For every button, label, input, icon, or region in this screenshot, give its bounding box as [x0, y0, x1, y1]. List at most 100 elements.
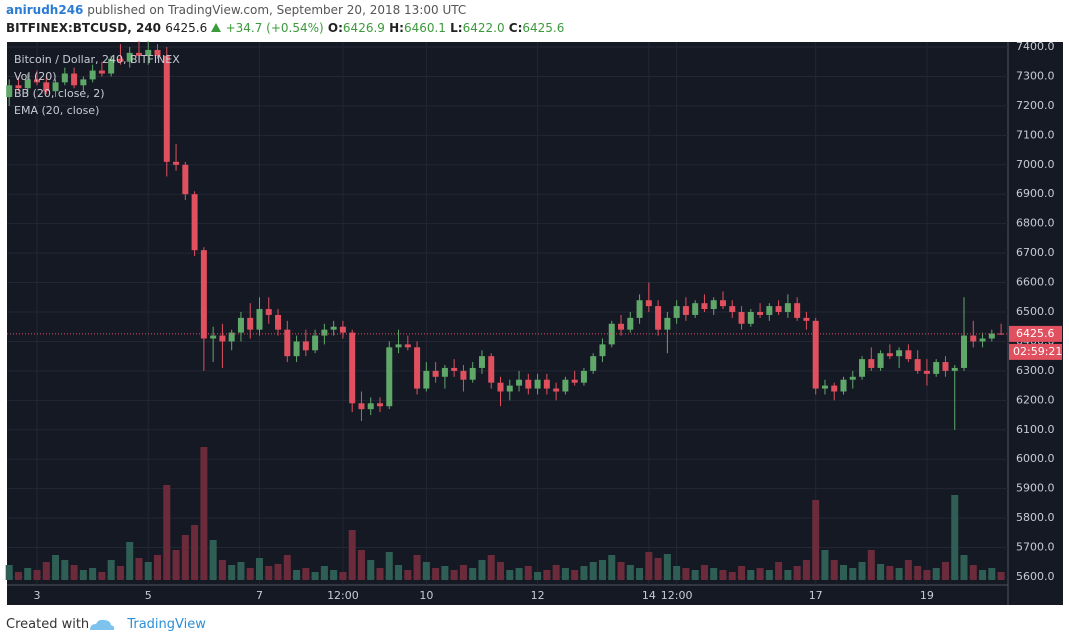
candle-body [571, 379, 578, 383]
x-tick-label: 12:00 [661, 589, 693, 602]
candle-body [367, 403, 374, 410]
candle-body [645, 300, 652, 307]
volume-bar [246, 568, 254, 580]
x-tick-label: 12:00 [327, 589, 359, 602]
candle-body [951, 367, 958, 371]
candle-body [237, 317, 244, 333]
candle-body [859, 359, 866, 377]
volume-bar [61, 560, 69, 580]
candle-body [553, 388, 560, 392]
volume-bar [42, 562, 50, 580]
candle-body [831, 385, 838, 392]
candle-body [738, 312, 745, 324]
price-tag [1009, 325, 1062, 342]
candle-body [636, 300, 643, 318]
volume-bar [793, 566, 801, 580]
candle-body [784, 303, 791, 312]
volume-bar [200, 447, 208, 580]
volume-bar [515, 568, 523, 580]
volume-bar [784, 570, 792, 580]
candle-body [126, 52, 133, 62]
user[interactable]: anirudh246 [6, 3, 84, 17]
y-tick-label: 5800.0 [1016, 511, 1055, 524]
volume-bar [626, 565, 634, 580]
candle-body [256, 309, 263, 330]
volume-bar [302, 568, 310, 580]
volume-bar [459, 565, 467, 580]
candle-body [673, 306, 680, 318]
volume-bar [877, 564, 885, 580]
volume-bar [756, 568, 764, 580]
candle-body [52, 82, 59, 92]
volume-bar [506, 570, 514, 580]
y-tick-label: 7300.0 [1016, 69, 1055, 82]
y-tick-label: 5600.0 [1016, 570, 1055, 583]
candle-body [525, 379, 532, 389]
volume-bar [450, 570, 458, 580]
y-tick-label: 6500.0 [1016, 305, 1055, 318]
candle-body [664, 317, 671, 330]
volume-bar [497, 562, 505, 580]
volume-bar [738, 566, 746, 580]
candle-body [627, 317, 634, 330]
y-tick-label: 6300.0 [1016, 364, 1055, 377]
candle-body [970, 335, 977, 342]
volume-bar [886, 566, 894, 580]
candle-body [868, 359, 875, 368]
candle-body [15, 85, 22, 89]
volume-bar [682, 568, 690, 580]
volume-bar [719, 570, 727, 580]
candle-body [682, 306, 689, 315]
footer: Created with TradingView [6, 617, 206, 632]
candle-body [228, 332, 235, 342]
volume-bar [107, 560, 115, 580]
brand[interactable]: TradingView [127, 617, 206, 632]
candle-body [766, 306, 773, 315]
indicator: BB (20, close, 2) [14, 87, 105, 100]
candle-body [284, 329, 291, 357]
candle-body [896, 350, 903, 357]
volume-bar [432, 568, 440, 580]
candle-body [775, 306, 782, 312]
candle-body [71, 73, 78, 86]
candle-body [247, 317, 254, 330]
logo [90, 619, 115, 630]
candle-body [905, 350, 912, 360]
up-arrow [211, 23, 222, 32]
volume-bar [812, 500, 820, 580]
high: 6460.1 [403, 21, 446, 35]
volume-bar [895, 568, 903, 580]
volume-bar [840, 565, 847, 580]
volume-bar [422, 562, 430, 580]
volume-bar [691, 570, 699, 580]
volume-bar [33, 570, 41, 580]
volume-bar [116, 566, 124, 580]
volume-bar [218, 560, 226, 580]
volume-bar [478, 560, 486, 580]
price-tag-label: 6425.6 [1016, 327, 1055, 340]
volume-bar [24, 568, 32, 580]
y-tick-label: 6700.0 [1016, 246, 1055, 259]
volume-bar [673, 566, 681, 580]
candle-body [729, 306, 736, 312]
symbol: BITFINEX:BTCUSD, 240 [6, 21, 162, 35]
volume-bar [700, 565, 708, 580]
y-tick-label: 6600.0 [1016, 276, 1055, 289]
candle-body [275, 314, 282, 330]
candle-body [794, 303, 801, 318]
y-tick-label: 7100.0 [1016, 128, 1055, 141]
volume-bar [330, 570, 338, 580]
volume-bar [413, 555, 421, 580]
candle-body [701, 303, 708, 310]
volume-bar [98, 572, 106, 580]
volume-bar [830, 560, 838, 580]
candle-body [80, 79, 87, 86]
volume-bar [357, 550, 365, 580]
candle-body [710, 300, 717, 310]
candle-body [933, 362, 940, 374]
candle-body [562, 379, 569, 392]
volume-bar [348, 530, 356, 580]
candle-body [979, 338, 986, 342]
candle-body [43, 82, 50, 92]
